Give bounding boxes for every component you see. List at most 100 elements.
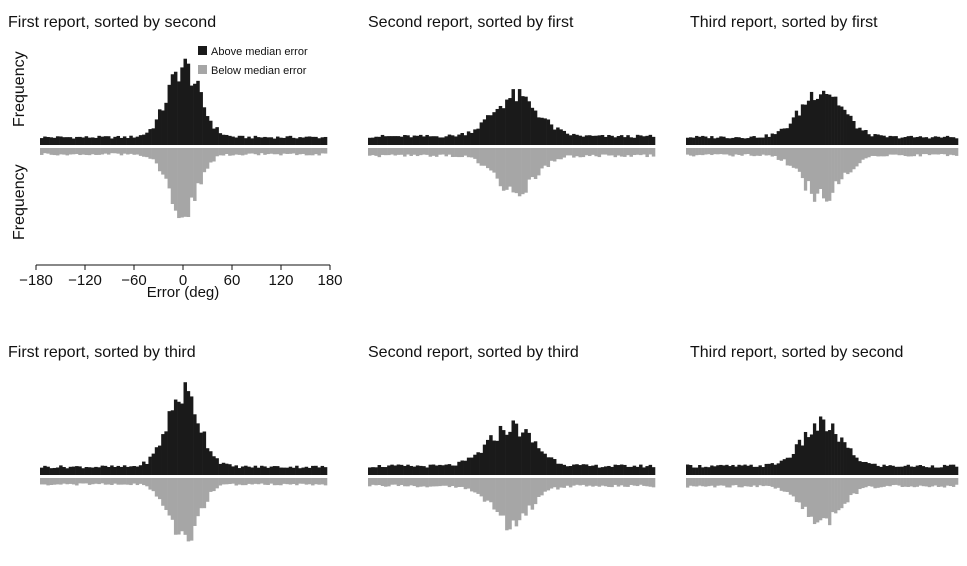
- bar-above-median: [97, 467, 101, 475]
- bar-below-median: [224, 148, 229, 154]
- bar-above-median: [473, 129, 477, 145]
- bar-below-median: [409, 148, 413, 156]
- bar-below-median: [822, 148, 826, 199]
- bar-below-median: [559, 148, 563, 160]
- bar-above-median: [470, 132, 474, 145]
- bar-below-median: [797, 148, 802, 172]
- bar-below-median: [734, 478, 738, 486]
- bar-above-median: [371, 467, 375, 475]
- x-tick-label: −120: [68, 272, 102, 289]
- bar-above-median: [610, 466, 614, 475]
- bar-above-median: [221, 462, 226, 475]
- bar-above-median: [758, 137, 762, 145]
- bar-above-median: [912, 466, 916, 475]
- bar-below-median: [183, 478, 187, 535]
- bar-below-median: [651, 148, 656, 157]
- bar-below-median: [828, 148, 832, 201]
- bar-above-median: [794, 444, 799, 475]
- bar-above-median: [758, 465, 762, 475]
- bar-below-median: [578, 478, 582, 486]
- bar-below-median: [619, 478, 624, 486]
- bar-below-median: [186, 148, 191, 218]
- bar-above-median: [71, 466, 76, 475]
- bar-below-median: [894, 148, 898, 155]
- bar-below-median: [852, 478, 856, 494]
- bar-below-median: [764, 478, 768, 486]
- bar-above-median: [692, 137, 696, 145]
- legend: Above median error Below median error: [198, 46, 308, 77]
- bar-below-median: [116, 148, 121, 154]
- bar-above-median: [785, 128, 790, 145]
- bar-above-median: [59, 465, 63, 475]
- bar-below-median: [129, 148, 133, 154]
- bar-above-median: [740, 465, 744, 475]
- bar-below-median: [247, 478, 251, 484]
- bar-below-median: [148, 478, 152, 490]
- bar-below-median: [791, 148, 796, 168]
- bar-above-median: [719, 136, 723, 145]
- bar-below-median: [533, 148, 538, 180]
- bar-below-median: [689, 478, 693, 486]
- bar-above-median: [129, 135, 133, 145]
- bar-below-median: [767, 148, 771, 156]
- bar-above-median: [485, 439, 490, 475]
- bar-above-median: [552, 459, 557, 475]
- bar-above-median: [728, 138, 732, 145]
- bar-below-median: [298, 478, 302, 484]
- bar-above-median: [307, 467, 312, 475]
- bar-above-median: [393, 465, 397, 475]
- bar-below-median: [81, 148, 85, 155]
- bar-above-median: [945, 465, 950, 475]
- bar-below-median: [145, 148, 149, 158]
- bar-above-median: [651, 136, 656, 145]
- bar-above-median: [521, 96, 525, 145]
- bar-above-median: [55, 467, 60, 475]
- bar-above-median: [205, 448, 210, 475]
- bar-above-median: [170, 410, 175, 475]
- bar-below-median: [843, 148, 847, 173]
- bar-below-median: [591, 478, 595, 487]
- bar-above-median: [212, 456, 216, 475]
- bar-below-median: [291, 148, 296, 154]
- bar-above-median: [94, 137, 98, 145]
- bar-below-median: [770, 478, 774, 487]
- bar-below-median: [393, 148, 397, 156]
- bar-below-median: [704, 148, 708, 155]
- bar-below-median: [419, 478, 423, 487]
- bar-below-median: [645, 148, 649, 158]
- bar-above-median: [263, 136, 267, 145]
- bar-above-median: [231, 136, 235, 145]
- bar-below-median: [463, 478, 468, 490]
- bar-below-median: [594, 148, 598, 157]
- bar-below-median: [97, 478, 101, 485]
- bar-above-median: [434, 465, 439, 475]
- bar-below-median: [912, 478, 916, 488]
- bar-below-median: [304, 148, 309, 156]
- bar-above-median: [828, 430, 832, 475]
- bar-below-median: [377, 478, 382, 485]
- bar-below-median: [897, 148, 901, 156]
- bar-above-median: [399, 136, 404, 145]
- bar-above-median: [584, 464, 589, 475]
- bar-below-median: [425, 148, 429, 155]
- bar-above-median: [508, 98, 512, 145]
- bar-below-median: [864, 478, 868, 488]
- bar-below-median: [597, 478, 602, 487]
- bar-below-median: [607, 478, 611, 487]
- bar-below-median: [250, 148, 254, 154]
- bar-below-median: [698, 478, 702, 486]
- bar-below-median: [495, 478, 500, 513]
- bar-above-median: [825, 94, 829, 145]
- bar-below-median: [909, 148, 913, 157]
- bar-above-median: [879, 466, 883, 475]
- bar-below-median: [818, 478, 823, 521]
- bar-below-median: [447, 478, 452, 488]
- bar-below-median: [52, 478, 57, 485]
- bar-below-median: [202, 478, 207, 509]
- bar-below-median: [240, 478, 245, 486]
- bar-below-median: [508, 478, 512, 530]
- bar-below-median: [279, 478, 283, 486]
- bar-above-median: [49, 468, 54, 475]
- bar-below-median: [651, 478, 656, 488]
- bar-above-median: [81, 468, 85, 475]
